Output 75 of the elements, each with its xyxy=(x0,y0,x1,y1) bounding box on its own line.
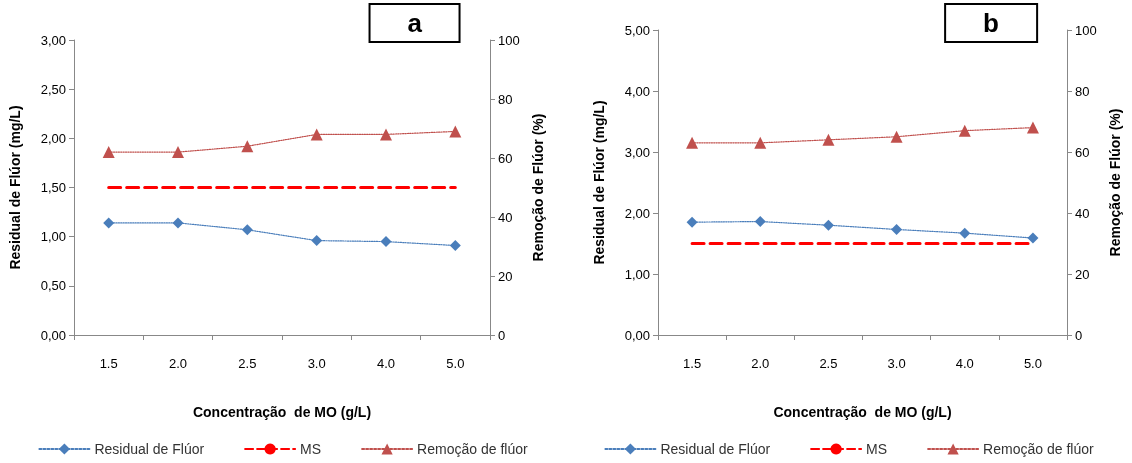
x-axis-title: Concentração de MO (g/L) xyxy=(192,404,372,420)
y-tick-label: 3,00 xyxy=(40,32,66,48)
y-axis-title: Residual de Flúor (mg/L) xyxy=(591,100,607,265)
legend-label: MS xyxy=(866,441,888,457)
point xyxy=(822,219,834,231)
x-tick-label: 1.5 xyxy=(99,356,118,371)
point xyxy=(380,128,392,141)
y2-axis-title: Remoção de Flúor (%) xyxy=(529,113,546,262)
x-tick-label: 4.0 xyxy=(376,356,396,371)
point xyxy=(103,217,115,229)
y2-axis-title: Remoção de Flúor (%) xyxy=(1106,108,1123,257)
point xyxy=(172,217,184,229)
point xyxy=(959,227,971,239)
point xyxy=(241,140,254,153)
y-tick-label: 3,00 xyxy=(624,144,650,160)
point xyxy=(241,224,253,236)
point xyxy=(686,136,699,149)
y2-tick-label: 80 xyxy=(1075,83,1090,99)
point xyxy=(102,146,115,159)
point xyxy=(822,133,835,146)
point xyxy=(891,223,903,235)
y2-tick-label: 40 xyxy=(1075,205,1090,221)
y-tick-label: 5,00 xyxy=(624,22,650,38)
point xyxy=(449,240,461,252)
y-tick-label: 4,00 xyxy=(624,83,650,99)
point xyxy=(310,128,323,141)
y2-tick-label: 40 xyxy=(498,209,513,225)
y2-tick-label: 80 xyxy=(498,91,513,107)
point xyxy=(890,130,903,143)
y-tick-label: 1,00 xyxy=(40,229,66,245)
y2-tick-label: 0 xyxy=(498,327,506,343)
point xyxy=(311,235,323,247)
x-tick-label: 3.0 xyxy=(307,356,326,371)
x-tick-label: 2.5 xyxy=(238,356,257,371)
y-tick-label: 0,50 xyxy=(40,278,66,294)
y-tick-label: 2,00 xyxy=(40,130,66,146)
point xyxy=(958,124,971,137)
x-tick-label: 2.0 xyxy=(751,356,770,371)
legend-label: Residual de Flúor xyxy=(660,441,771,457)
point xyxy=(686,216,698,228)
x-axis-title: Concentração de MO (g/L) xyxy=(773,404,952,420)
x-tick-label: 4.0 xyxy=(955,356,974,371)
point xyxy=(172,146,184,159)
y2-tick-label: 20 xyxy=(498,268,513,284)
y-tick-label: 2,50 xyxy=(40,81,66,97)
x-tick-label: 3.0 xyxy=(887,356,906,371)
x-tick-label: 2.5 xyxy=(819,356,838,371)
x-tick-label: 2.0 xyxy=(168,356,188,371)
y2-tick-label: 100 xyxy=(498,32,520,48)
x-tick-label: 5.0 xyxy=(1023,356,1042,371)
legend-label: MS xyxy=(300,441,322,457)
y-tick-label: 0,00 xyxy=(624,327,650,343)
y2-tick-label: 20 xyxy=(1075,266,1090,282)
point xyxy=(754,216,766,228)
x-tick-label: 5.0 xyxy=(446,356,465,371)
chart-title: a xyxy=(407,8,423,38)
point xyxy=(1026,121,1039,134)
y-tick-label: 1,00 xyxy=(624,266,650,282)
y-tick-label: 0,00 xyxy=(40,327,66,343)
y2-tick-label: 0 xyxy=(1075,327,1083,343)
point xyxy=(1027,232,1039,244)
legend-label: Residual de Flúor xyxy=(94,441,205,457)
y2-tick-label: 100 xyxy=(1075,22,1097,38)
legend-label: Remoção de flúor xyxy=(983,441,1094,457)
legend-label: Remoção de flúor xyxy=(417,441,528,457)
y2-tick-label: 60 xyxy=(498,150,513,166)
point xyxy=(449,125,462,138)
y-tick-label: 2,00 xyxy=(624,205,650,221)
y-tick-label: 1,50 xyxy=(40,180,66,195)
point xyxy=(754,136,767,149)
y-axis-title: Residual de Flúor (mg/L) xyxy=(7,105,23,270)
x-tick-label: 1.5 xyxy=(683,356,702,371)
chart-title: b xyxy=(983,8,1000,38)
point xyxy=(380,236,392,248)
y2-tick-label: 60 xyxy=(1075,144,1090,160)
